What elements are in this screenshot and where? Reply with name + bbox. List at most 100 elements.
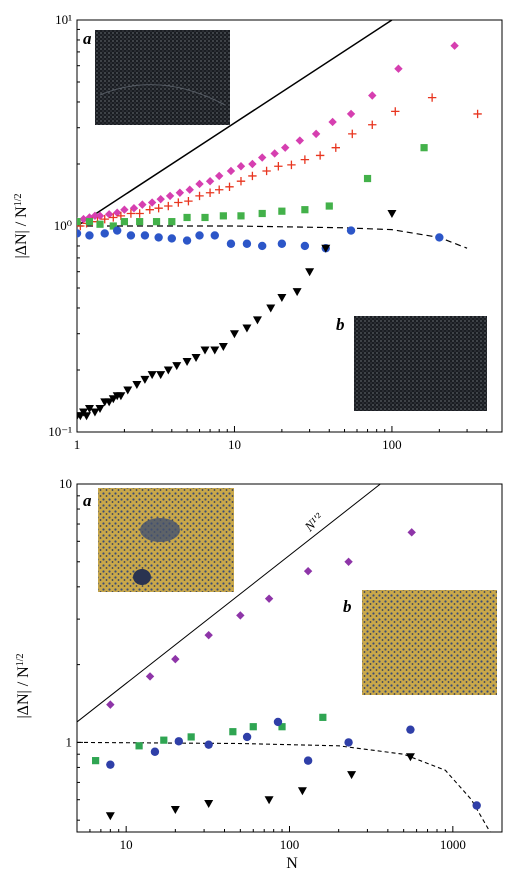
top-green-point-6 bbox=[152, 218, 161, 226]
top-series-magenta bbox=[77, 41, 459, 226]
top-red-point-14 bbox=[195, 191, 204, 201]
top-red-point-28 bbox=[391, 107, 400, 116]
bottom-bottom_purple-point-2 bbox=[171, 654, 180, 664]
top-magenta-point-10 bbox=[147, 198, 157, 207]
top-black-point-3 bbox=[82, 412, 92, 421]
top-blue-point-13 bbox=[257, 241, 267, 251]
top-green-point-11 bbox=[237, 212, 245, 220]
bottom-reference-line bbox=[77, 484, 381, 723]
bottom-black-point-2 bbox=[204, 800, 214, 809]
bottom-inset-label-a: a bbox=[83, 491, 92, 510]
top-x-tick-label: 100 bbox=[382, 437, 402, 452]
bottom-bottom_green-point-4 bbox=[229, 728, 237, 736]
top-magenta-point-19 bbox=[236, 162, 246, 171]
bottom-x-tick-label: 100 bbox=[280, 837, 300, 852]
bottom-reference-line-label: N¹′² bbox=[301, 509, 327, 535]
top-black-point-11 bbox=[116, 392, 126, 401]
bottom-black-point-1 bbox=[170, 805, 180, 814]
top-magenta-point-15 bbox=[195, 179, 204, 189]
top-red-point-24 bbox=[315, 151, 325, 160]
top-red-point-5 bbox=[109, 213, 118, 222]
bottom-bottom_purple-point-8 bbox=[407, 528, 416, 537]
bottom-black-point-6 bbox=[405, 753, 415, 762]
top-blue-point-10 bbox=[210, 231, 219, 240]
top-inset-a-texture bbox=[99, 84, 226, 106]
top-red-point-17 bbox=[225, 182, 234, 191]
top-green-point-14 bbox=[301, 206, 309, 214]
bottom-series-bottom_blue bbox=[106, 717, 481, 810]
top-magenta-point-5 bbox=[104, 210, 114, 219]
top-red-point-12 bbox=[174, 198, 183, 207]
bottom-bottom_purple-point-1 bbox=[145, 672, 155, 681]
top-blue-point-11 bbox=[226, 239, 236, 248]
top-magenta-point-22 bbox=[270, 149, 279, 158]
bottom-bottom_blue-point-5 bbox=[273, 717, 283, 727]
top-black-point-20 bbox=[191, 353, 201, 362]
bottom-x-tick-label: 10 bbox=[120, 837, 133, 852]
bottom-bottom_green-point-1 bbox=[135, 742, 143, 750]
bottom-black-point-3 bbox=[264, 796, 274, 805]
top-blue-point-0 bbox=[77, 229, 82, 238]
bottom-bottom_green-point-7 bbox=[319, 713, 327, 721]
top-inset-label-b: b bbox=[336, 315, 345, 334]
top-red-point-8 bbox=[135, 209, 144, 218]
bottom-bottom_blue-point-3 bbox=[204, 740, 213, 749]
top-red-point-4 bbox=[100, 214, 109, 224]
top-magenta-point-7 bbox=[120, 205, 129, 214]
top-black-point-15 bbox=[147, 371, 157, 380]
top-blue-point-9 bbox=[195, 231, 204, 240]
bottom-y-axis-label: |ΔN| / N1/2 bbox=[15, 653, 33, 718]
top-magenta-point-20 bbox=[248, 159, 257, 169]
top-black-point-8 bbox=[104, 398, 114, 407]
top-inset-label-a: a bbox=[83, 29, 92, 48]
top-magenta-point-4 bbox=[95, 211, 105, 221]
top-green-point-8 bbox=[183, 213, 191, 222]
top-red-point-22 bbox=[287, 160, 296, 170]
bottom-bottom_purple-point-3 bbox=[204, 630, 213, 640]
bottom-bottom_blue-point-6 bbox=[303, 756, 313, 765]
top-black-point-24 bbox=[229, 330, 239, 339]
bottom-bottom_blue-point-4 bbox=[242, 732, 252, 742]
bottom-bottom_blue-point-0 bbox=[106, 760, 115, 769]
top-green-point-16 bbox=[363, 174, 372, 183]
top-data-marks bbox=[77, 41, 482, 421]
top-black-point-23 bbox=[218, 343, 228, 352]
top-magenta-point-18 bbox=[226, 166, 236, 176]
bottom-bottom_purple-point-0 bbox=[106, 700, 115, 709]
bottom-bottom_green-point-6 bbox=[278, 723, 286, 731]
bottom-bottom_purple-point-7 bbox=[344, 557, 353, 566]
top-blue-point-2 bbox=[100, 229, 109, 238]
top-magenta-point-24 bbox=[295, 136, 305, 145]
bottom-inset-photo-b bbox=[362, 590, 497, 695]
top-green-point-15 bbox=[325, 202, 333, 210]
top-magenta-point-23 bbox=[281, 143, 290, 152]
top-magenta-point-29 bbox=[394, 64, 403, 73]
top-x-tick-label: 1 bbox=[74, 437, 81, 452]
top-red-point-25 bbox=[331, 143, 340, 152]
bottom-bottom_blue-point-2 bbox=[174, 737, 183, 746]
top-blue-point-7 bbox=[167, 234, 177, 243]
top-red-point-29 bbox=[427, 93, 437, 102]
top-black-point-29 bbox=[292, 288, 302, 297]
top-black-point-18 bbox=[172, 362, 182, 371]
top-blue-point-4 bbox=[126, 231, 136, 240]
bottom-panel: 10 100 1000 1 10 |ΔN| / N1/2 N N¹′² a b bbox=[15, 476, 503, 872]
bottom-fit-curve bbox=[77, 741, 491, 832]
top-blue-point-12 bbox=[242, 239, 252, 248]
bottom-bottom_blue-point-1 bbox=[150, 747, 160, 756]
bottom-black-point-0 bbox=[105, 812, 115, 821]
top-blue-point-8 bbox=[182, 236, 192, 245]
top-green-point-1 bbox=[85, 218, 94, 226]
top-series-blue bbox=[77, 226, 444, 253]
top-green-point-9 bbox=[201, 213, 209, 222]
top-magenta-point-30 bbox=[450, 41, 459, 50]
top-green-point-3 bbox=[109, 222, 117, 230]
top-magenta-point-25 bbox=[311, 129, 321, 139]
top-red-point-16 bbox=[215, 185, 224, 194]
bottom-y-tick-label: 10 bbox=[59, 476, 72, 491]
top-magenta-point-14 bbox=[185, 185, 194, 194]
top-green-point-5 bbox=[136, 218, 144, 226]
top-y-axis-label: |ΔN| / N1/2 bbox=[13, 193, 31, 258]
top-black-point-26 bbox=[252, 316, 262, 325]
bottom-bottom_green-point-0 bbox=[92, 757, 100, 765]
